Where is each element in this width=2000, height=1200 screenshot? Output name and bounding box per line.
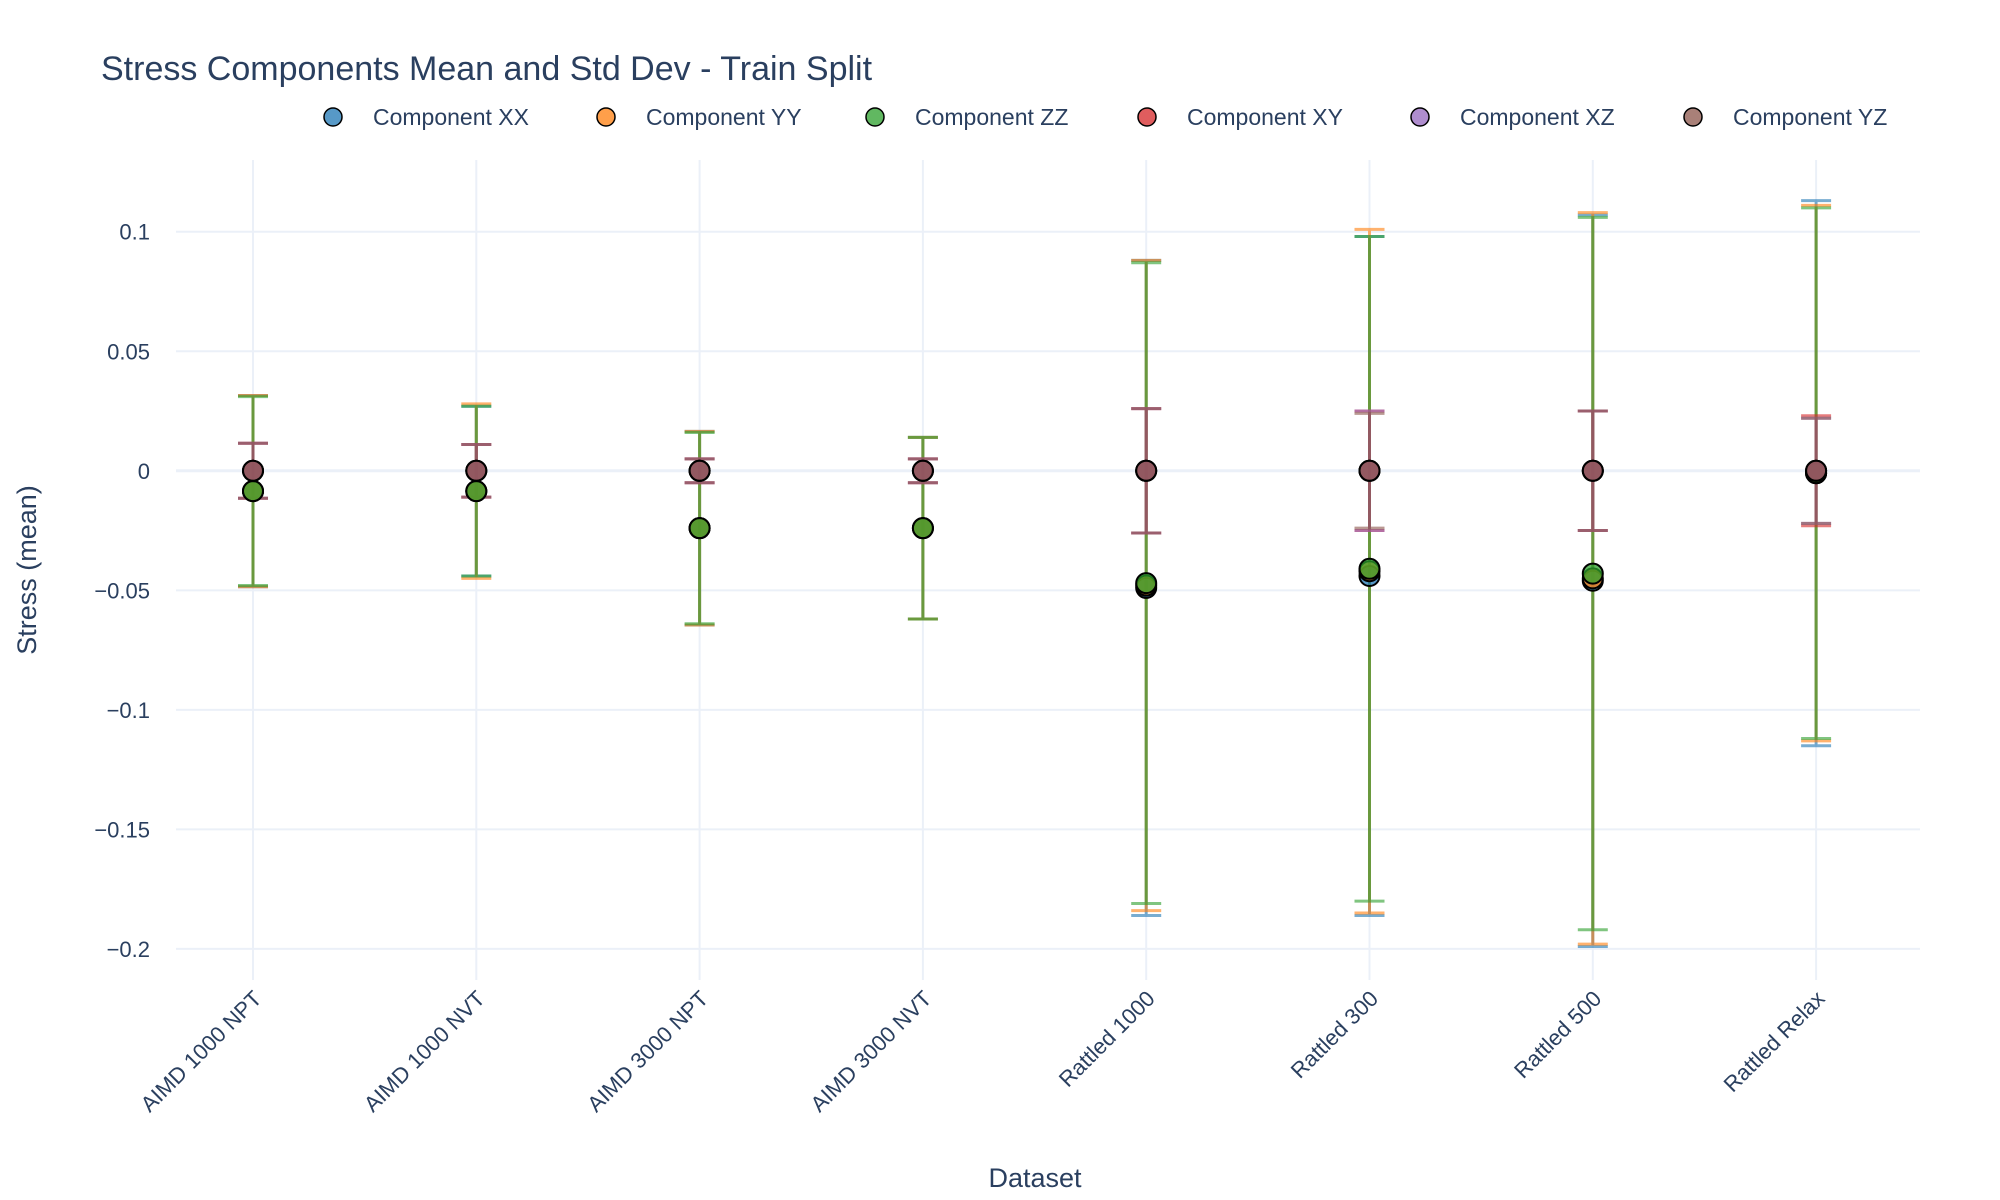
legend-label: Component YY	[646, 104, 802, 130]
data-point[interactable]	[688, 517, 711, 540]
axis-layer: 0.1 0.05 0 −0.05 −0.1 −0.15 −0.2 AIMD 1000 NPT A…	[94, 220, 1829, 1117]
legend-label: Component YZ	[1733, 104, 1887, 130]
y-tick-label: −0.15	[94, 817, 150, 842]
x-tick-label: AIMD 1000 NPT	[136, 986, 267, 1117]
x-tick-label: AIMD 3000 NPT	[582, 986, 713, 1117]
data-point[interactable]	[1358, 459, 1381, 482]
legend-label: Component ZZ	[915, 104, 1068, 130]
y-tick-label: 0.1	[119, 220, 150, 245]
legend-label: Component XZ	[1460, 104, 1615, 130]
x-tick-label: Rattled 1000	[1054, 986, 1160, 1092]
legend-marker-icon	[1410, 107, 1430, 127]
data-point[interactable]	[911, 459, 934, 482]
data-point[interactable]	[1805, 459, 1828, 482]
legend-item[interactable]: Component XZ	[1410, 104, 1615, 130]
grid-layer	[176, 160, 1920, 980]
y-tick-label: −0.2	[107, 937, 150, 962]
data-point[interactable]	[1581, 459, 1604, 482]
legend-item[interactable]: Component XY	[1137, 104, 1343, 130]
y-tick-label: 0	[138, 459, 150, 484]
data-point[interactable]	[1358, 557, 1381, 580]
x-tick-label: Rattled 300	[1286, 986, 1383, 1083]
data-point[interactable]	[465, 480, 488, 503]
chart-title: Stress Components Mean and Std Dev - Tra…	[101, 50, 873, 88]
x-axis-title: Dataset	[988, 1163, 1082, 1193]
x-tick-label: AIMD 3000 NVT	[805, 986, 936, 1117]
y-tick-label: −0.1	[107, 698, 150, 723]
data-layer	[238, 199, 1832, 949]
legend-label: Component XX	[373, 104, 529, 130]
data-point[interactable]	[1581, 562, 1604, 585]
data-point[interactable]	[242, 480, 264, 503]
legend-marker-icon	[596, 107, 616, 127]
data-point[interactable]	[242, 459, 264, 482]
data-point[interactable]	[688, 459, 711, 482]
legend[interactable]: Component XX Component YY Component ZZ Comp…	[323, 104, 1887, 130]
legend-marker-icon	[323, 107, 343, 127]
data-point[interactable]	[1135, 459, 1158, 482]
data-point[interactable]	[1135, 572, 1158, 595]
legend-item[interactable]: Component ZZ	[865, 104, 1068, 130]
data-point[interactable]	[465, 459, 488, 482]
legend-marker-icon	[1683, 107, 1703, 127]
x-tick-label: AIMD 1000 NVT	[359, 986, 490, 1117]
y-tick-label: 0.05	[107, 339, 150, 364]
legend-item[interactable]: Component YY	[596, 104, 802, 130]
data-point[interactable]	[911, 517, 934, 540]
legend-label: Component XY	[1187, 104, 1343, 130]
x-tick-label: Rattled 500	[1509, 986, 1606, 1083]
x-tick-label: Rattled Relax	[1719, 986, 1830, 1097]
y-tick-label: −0.05	[94, 578, 150, 603]
legend-item[interactable]: Component YZ	[1683, 104, 1887, 130]
legend-marker-icon	[1137, 107, 1157, 127]
legend-marker-icon	[865, 107, 885, 127]
y-axis-title: Stress (mean)	[12, 485, 42, 655]
legend-item[interactable]: Component XX	[323, 104, 529, 130]
